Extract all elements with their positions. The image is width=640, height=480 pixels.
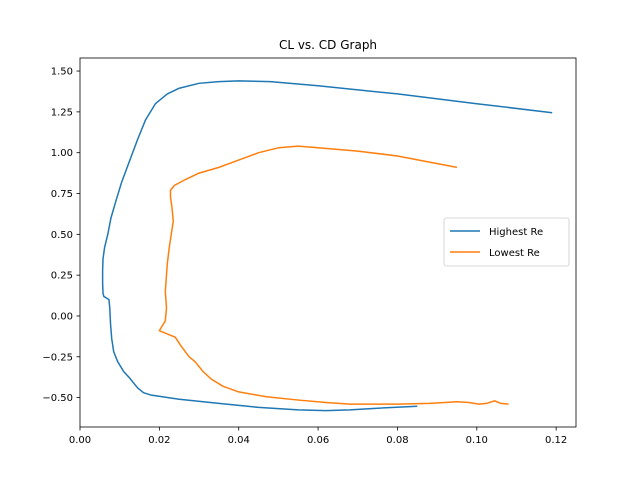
y-tick-label: 0.75 bbox=[51, 189, 73, 200]
x-tick-label: 0.04 bbox=[228, 435, 250, 446]
y-axis: −0.50 −0.25 0.00 0.25 0.50 0.75 1.00 1.25 1.50 bbox=[42, 67, 80, 404]
y-tick-label: 0.50 bbox=[51, 230, 73, 241]
axes-frame bbox=[79, 57, 577, 428]
series-line-0 bbox=[101, 80, 553, 412]
y-tick-label: 0.25 bbox=[51, 271, 73, 282]
y-tick-label: −0.50 bbox=[42, 393, 73, 404]
x-tick-label: 0.12 bbox=[545, 435, 567, 446]
legend-label-1: Lowest Re bbox=[489, 248, 540, 259]
y-tick-label: −0.25 bbox=[42, 352, 73, 363]
legend: Highest Re Lowest Re bbox=[443, 217, 570, 267]
y-tick-label: 1.25 bbox=[51, 107, 73, 118]
x-axis: 0.00 0.02 0.04 0.06 0.08 0.10 0.12 bbox=[69, 427, 567, 446]
x-tick-label: 0.00 bbox=[69, 435, 91, 446]
y-tick-label: 1.50 bbox=[51, 67, 73, 78]
chart-title: CL vs. CD Graph bbox=[279, 38, 377, 52]
y-tick-label: 0.00 bbox=[51, 311, 73, 322]
legend-label-0: Highest Re bbox=[489, 227, 543, 238]
x-tick-label: 0.02 bbox=[148, 435, 170, 446]
series-line-1 bbox=[158, 145, 509, 405]
y-tick-label: 1.00 bbox=[51, 148, 73, 159]
legend-box bbox=[443, 217, 570, 267]
x-tick-label: 0.10 bbox=[466, 435, 488, 446]
x-tick-label: 0.06 bbox=[307, 435, 329, 446]
series-layer bbox=[101, 80, 553, 412]
x-tick-label: 0.08 bbox=[386, 435, 408, 446]
